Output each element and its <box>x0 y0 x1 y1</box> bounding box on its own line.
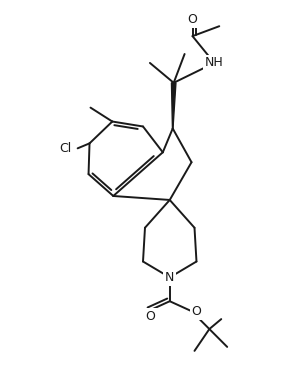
Polygon shape <box>171 83 176 128</box>
Text: O: O <box>188 13 197 26</box>
Text: N: N <box>165 271 174 284</box>
Text: Cl: Cl <box>60 142 72 155</box>
Text: O: O <box>145 310 155 322</box>
Text: O: O <box>191 305 201 318</box>
Text: NH: NH <box>205 56 224 69</box>
